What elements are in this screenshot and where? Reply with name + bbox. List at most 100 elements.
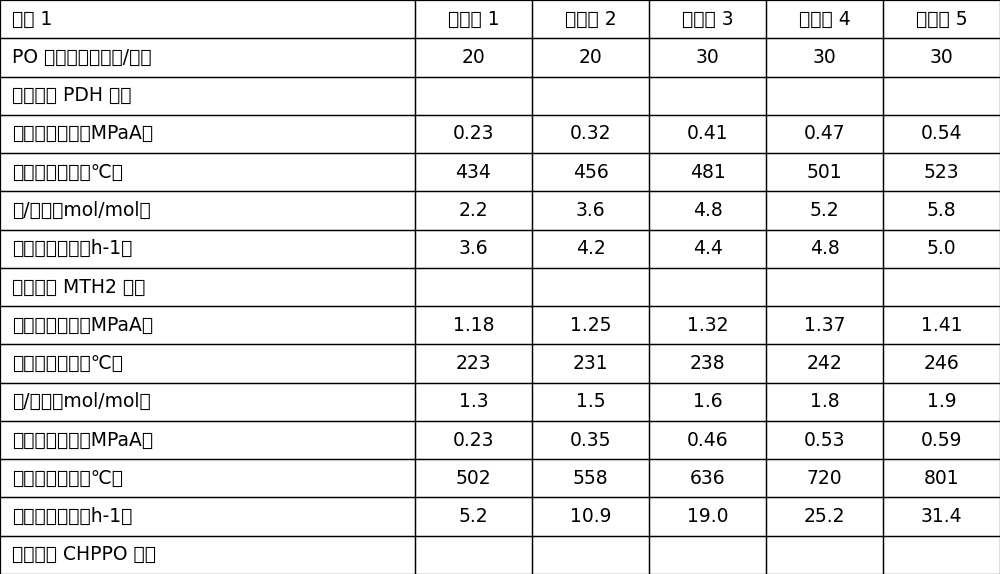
- Bar: [883, 0, 1000, 38]
- Bar: [532, 76, 649, 115]
- Bar: [766, 153, 883, 191]
- Bar: [0, 76, 415, 115]
- Bar: [415, 191, 532, 230]
- Bar: [649, 38, 766, 76]
- Bar: [766, 230, 883, 268]
- Text: 231: 231: [573, 354, 608, 373]
- Text: 4.2: 4.2: [576, 239, 605, 258]
- Text: 636: 636: [690, 469, 725, 488]
- Bar: [0, 268, 415, 306]
- Bar: [415, 306, 532, 344]
- Bar: [766, 498, 883, 536]
- Bar: [883, 344, 1000, 383]
- Text: 5.8: 5.8: [927, 201, 956, 220]
- Bar: [415, 230, 532, 268]
- Text: 4.8: 4.8: [810, 239, 839, 258]
- Bar: [0, 153, 415, 191]
- Text: 实施例 5: 实施例 5: [916, 10, 967, 29]
- Bar: [532, 38, 649, 76]
- Text: 10.9: 10.9: [570, 507, 611, 526]
- Bar: [415, 306, 532, 344]
- Bar: [532, 498, 649, 536]
- Bar: [415, 459, 532, 498]
- Bar: [415, 383, 532, 421]
- Bar: [766, 191, 883, 230]
- Bar: [883, 536, 1000, 574]
- Text: 246: 246: [924, 354, 959, 373]
- Bar: [649, 0, 766, 38]
- Bar: [532, 191, 649, 230]
- Bar: [649, 306, 766, 344]
- Bar: [766, 383, 883, 421]
- Bar: [0, 115, 415, 153]
- Bar: [0, 0, 415, 38]
- Bar: [766, 0, 883, 38]
- Bar: [883, 115, 1000, 153]
- Bar: [532, 459, 649, 498]
- Text: 19.0: 19.0: [687, 507, 728, 526]
- Bar: [532, 383, 649, 421]
- Bar: [766, 383, 883, 421]
- Bar: [0, 421, 415, 459]
- Bar: [649, 76, 766, 115]
- Text: 2.2: 2.2: [459, 201, 488, 220]
- Bar: [532, 191, 649, 230]
- Bar: [0, 191, 415, 230]
- Text: 558: 558: [573, 469, 608, 488]
- Bar: [649, 115, 766, 153]
- Bar: [0, 306, 415, 344]
- Text: 1.41: 1.41: [921, 316, 962, 335]
- Text: 720: 720: [807, 469, 842, 488]
- Text: 20: 20: [462, 48, 485, 67]
- Bar: [883, 153, 1000, 191]
- Bar: [649, 383, 766, 421]
- Bar: [649, 230, 766, 268]
- Bar: [649, 38, 766, 76]
- Text: 实施例 1: 实施例 1: [448, 10, 499, 29]
- Bar: [0, 306, 415, 344]
- Bar: [415, 268, 532, 306]
- Text: 实施例 3: 实施例 3: [682, 10, 733, 29]
- Bar: [532, 421, 649, 459]
- Bar: [766, 38, 883, 76]
- Bar: [883, 153, 1000, 191]
- Bar: [766, 459, 883, 498]
- Bar: [415, 38, 532, 76]
- Text: 0.35: 0.35: [570, 430, 611, 449]
- Bar: [0, 38, 415, 76]
- Bar: [415, 459, 532, 498]
- Bar: [883, 230, 1000, 268]
- Text: 水/丙烷（mol/mol）: 水/丙烷（mol/mol）: [12, 201, 151, 220]
- Text: 脱氢反应压力（MPaA）: 脱氢反应压力（MPaA）: [12, 125, 153, 144]
- Bar: [766, 153, 883, 191]
- Bar: [883, 344, 1000, 383]
- Bar: [0, 230, 415, 268]
- Bar: [649, 344, 766, 383]
- Text: 附表 1: 附表 1: [12, 10, 52, 29]
- Bar: [415, 383, 532, 421]
- Bar: [766, 268, 883, 306]
- Bar: [415, 153, 532, 191]
- Bar: [883, 306, 1000, 344]
- Bar: [883, 191, 1000, 230]
- Text: 20: 20: [579, 48, 602, 67]
- Bar: [766, 0, 883, 38]
- Bar: [415, 0, 532, 38]
- Text: 裂解制氢 MTH2 装置: 裂解制氢 MTH2 装置: [12, 277, 145, 297]
- Bar: [649, 498, 766, 536]
- Bar: [883, 498, 1000, 536]
- Text: 脱氢反应温度（℃）: 脱氢反应温度（℃）: [12, 162, 123, 182]
- Text: 实施例 4: 实施例 4: [799, 10, 850, 29]
- Text: PO 公称能力（万吨/年）: PO 公称能力（万吨/年）: [12, 48, 152, 67]
- Bar: [0, 459, 415, 498]
- Text: 3.6: 3.6: [459, 239, 488, 258]
- Text: 30: 30: [696, 48, 719, 67]
- Bar: [883, 268, 1000, 306]
- Bar: [532, 344, 649, 383]
- Bar: [649, 383, 766, 421]
- Bar: [0, 498, 415, 536]
- Text: 环氧丙烷 CHPPO 装置: 环氧丙烷 CHPPO 装置: [12, 545, 156, 564]
- Text: 丙烷脱氢 PDH 装置: 丙烷脱氢 PDH 装置: [12, 86, 132, 105]
- Bar: [649, 268, 766, 306]
- Bar: [532, 76, 649, 115]
